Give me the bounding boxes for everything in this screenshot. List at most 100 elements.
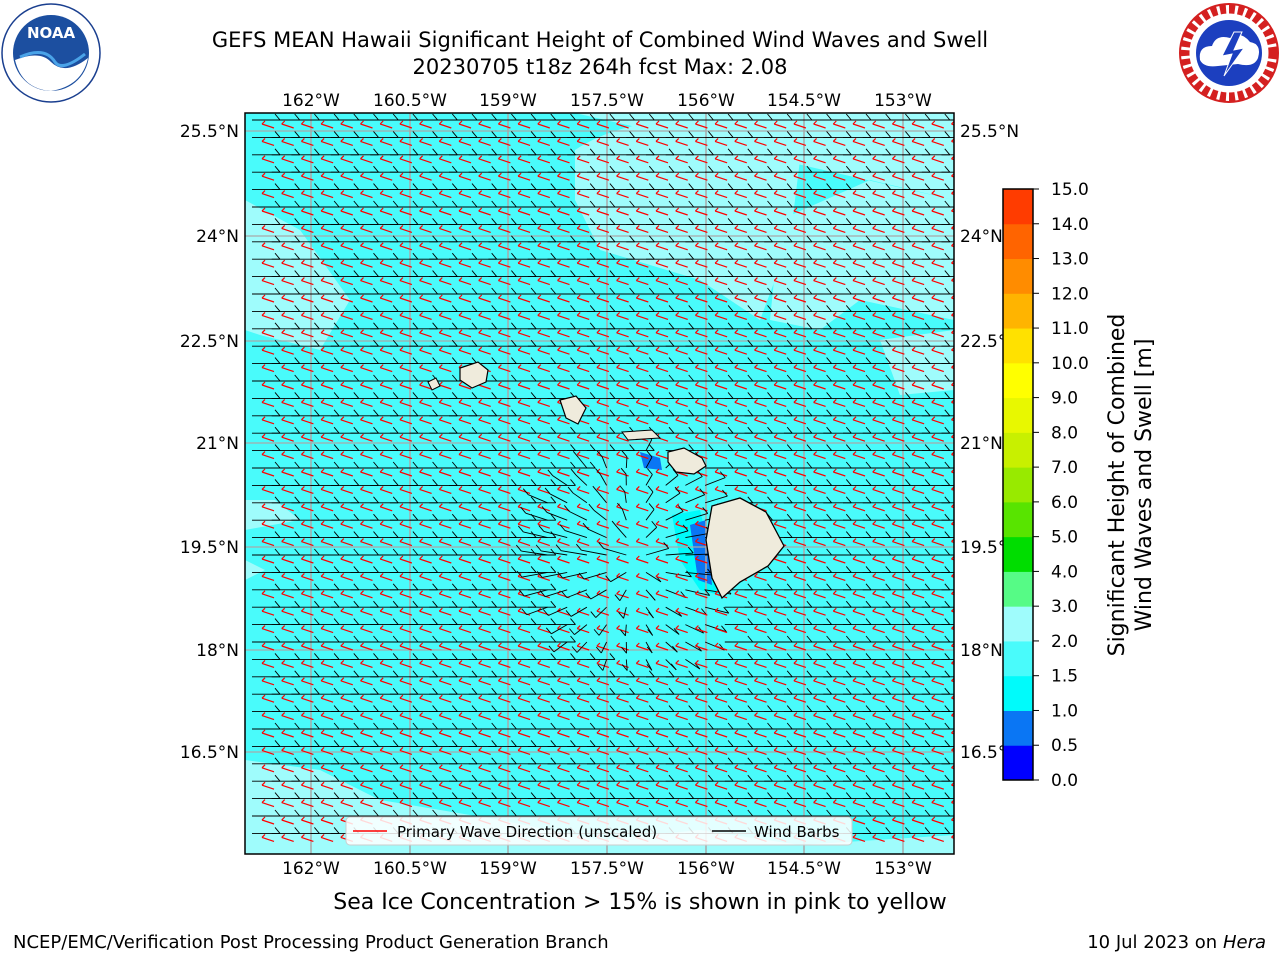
wave-direction-arrow (852, 575, 866, 581)
wave-direction-arrow (517, 158, 531, 164)
wind-barb-flag (629, 113, 635, 121)
wave-direction-arrow (380, 523, 393, 529)
wave-direction-arrow (655, 262, 669, 268)
wave-direction-arrowhead (557, 607, 561, 612)
wave-direction-arrow (281, 401, 294, 407)
wave-direction-arrow (380, 123, 393, 129)
wave-direction-arrowhead (951, 451, 954, 456)
wind-barb-flag (905, 148, 911, 156)
wave-direction-arrowhead (596, 155, 601, 160)
wave-direction-arrow (892, 367, 905, 373)
wave-direction-arrowhead (635, 137, 640, 142)
wave-direction-arrow (577, 384, 590, 390)
wave-direction-arrowhead (576, 120, 581, 125)
wind-barb-flag (451, 165, 458, 173)
wave-direction-arrowhead (793, 398, 798, 403)
wave-direction-arrow (301, 401, 314, 407)
wind-barb-flag (432, 653, 438, 660)
wind-barb-flag (786, 200, 793, 208)
wind-barb (610, 572, 627, 583)
wave-direction-arrow (734, 349, 747, 355)
wave-direction-arrow (872, 697, 885, 703)
wave-direction-arrowhead (832, 433, 837, 438)
wind-barb-flag (451, 409, 458, 417)
wave-direction-arrowhead (694, 364, 699, 369)
wave-direction-arrow (557, 367, 570, 373)
wind-barb-flag (806, 339, 813, 347)
wind-barb-flag (905, 426, 911, 434)
wave-direction-arrow (892, 401, 905, 407)
wind-barb-flag (451, 218, 458, 225)
wave-direction-arrowhead (478, 311, 483, 316)
wave-direction-arrowhead (832, 294, 837, 299)
wind-barb-flag (965, 114, 970, 120)
wind-barb-flag (314, 252, 320, 260)
wave-direction-arrowhead (714, 433, 719, 438)
wave-direction-arrow (774, 193, 787, 199)
wave-direction-arrow (301, 349, 314, 355)
wind-barb-flag (767, 496, 773, 504)
wave-direction-arrowhead (419, 416, 424, 421)
wave-direction-arrow (577, 332, 590, 338)
wind-barb-flag (353, 218, 360, 225)
wind-barb-flag (885, 583, 892, 591)
wave-direction-arrowhead (360, 242, 364, 247)
wave-direction-arrow (399, 506, 413, 512)
wind-barb-flag (550, 305, 557, 312)
wind-barb-flag (944, 322, 951, 330)
wave-direction-arrowhead (576, 625, 581, 630)
wave-direction-arrow (281, 454, 294, 460)
wave-direction-arrow (261, 628, 275, 634)
wave-direction-arrowhead (872, 694, 877, 699)
wave-direction-arrow (596, 193, 610, 199)
wave-direction-arrowhead (261, 625, 266, 630)
wave-direction-arrowhead (419, 694, 424, 699)
wave-direction-arrowhead (419, 538, 424, 543)
wave-direction-arrow (852, 628, 866, 634)
wind-barb-flag (570, 426, 576, 434)
wave-direction-arrowhead (655, 416, 660, 421)
wave-direction-arrowhead (300, 416, 305, 421)
wave-direction-arrowhead (517, 364, 522, 369)
wind-barb-flag (702, 507, 709, 514)
wave-direction-arrow (931, 384, 944, 390)
wave-direction-arrow (931, 262, 944, 268)
wave-direction-arrowhead (419, 329, 424, 334)
wave-direction-arrowhead (793, 590, 798, 595)
wind-barb-flag (572, 451, 579, 458)
wave-direction-arrowhead (320, 398, 325, 403)
wave-direction-arrow (616, 175, 629, 181)
wave-direction-arrow (754, 488, 767, 494)
wind-barb-flag (727, 392, 734, 399)
wave-direction-arrowhead (399, 485, 404, 490)
wave-direction-arrowhead (655, 137, 660, 142)
wind-barb-flag (353, 113, 360, 121)
wave-direction-arrowhead (852, 433, 857, 438)
wave-direction-arrow (754, 367, 767, 373)
wave-direction-arrowhead (399, 259, 404, 264)
wind-barb-flag (432, 705, 438, 712)
wave-direction-arrowhead (616, 520, 621, 525)
wave-direction-arrowhead (813, 694, 818, 699)
wave-direction-arrowhead (813, 677, 818, 682)
wind-barb-flag (333, 409, 340, 417)
wave-direction-arrow (714, 454, 728, 460)
wind-barb-flag (471, 705, 478, 712)
wave-direction-arrow (458, 558, 472, 564)
wave-direction-arrow (458, 193, 472, 199)
wave-direction-arrowhead (832, 311, 837, 316)
wind-barb-flag (905, 635, 911, 643)
wave-direction-arrow (734, 454, 747, 460)
wind-barb-flag (708, 252, 714, 260)
wave-direction-arrowhead (813, 346, 818, 351)
wave-direction-arrowhead (694, 311, 699, 316)
wind-barb-flag (865, 305, 872, 312)
wave-direction-arrow (833, 645, 846, 651)
wind-barb-flag (274, 148, 281, 156)
wind-barb-flag (786, 496, 793, 504)
wind-barb-flag (471, 200, 478, 208)
wind-barb-flag (647, 485, 654, 493)
wave-direction-arrow (498, 454, 511, 460)
wave-direction-arrow (754, 436, 767, 442)
wave-direction-arrowhead (754, 607, 758, 612)
